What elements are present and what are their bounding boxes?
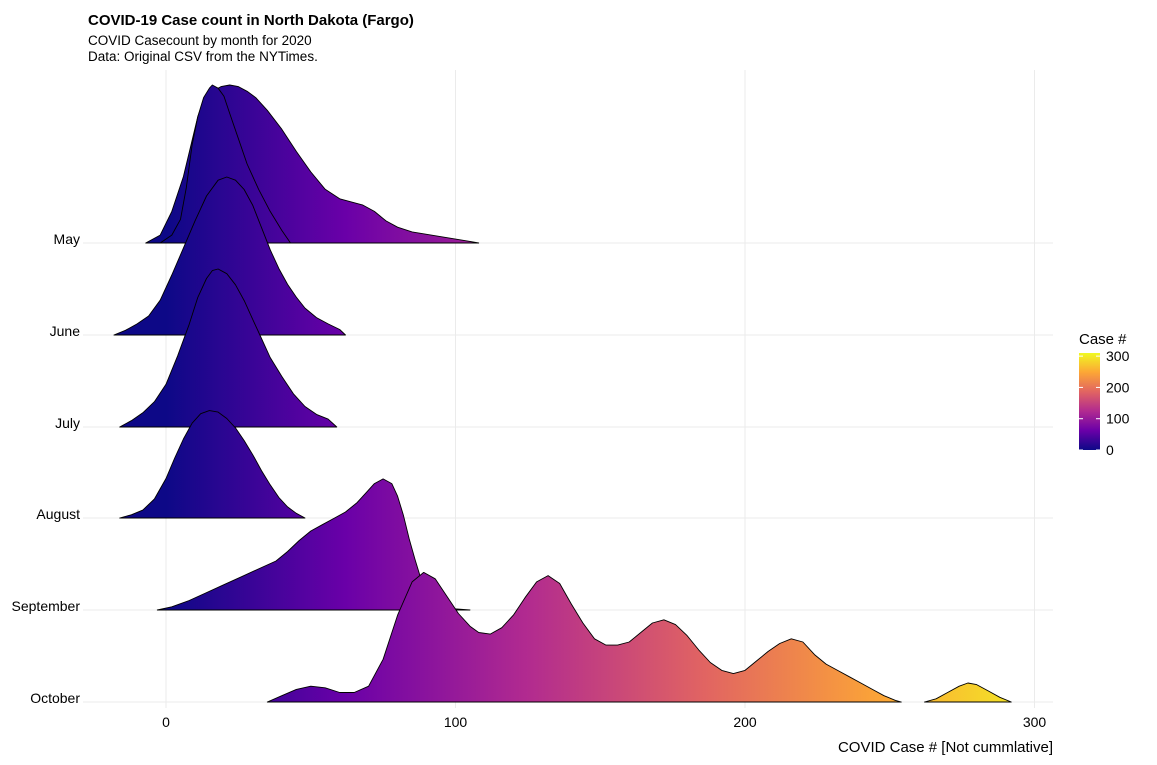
y-axis-labels: May June July August September October (12, 231, 81, 706)
ridge-july-3 (119, 268, 338, 428)
legend-title: Case # (1079, 331, 1127, 348)
x-tick-label: 100 (444, 714, 468, 730)
ridge-october-7 (924, 682, 1012, 703)
ridges-layer (113, 84, 1012, 703)
legend-tick-label: 0 (1106, 442, 1114, 458)
y-tick-label-september: September (12, 598, 81, 614)
legend-tick-label: 100 (1106, 411, 1130, 427)
ridge-june-2 (113, 176, 346, 336)
y-tick-label-july: July (55, 415, 80, 431)
legend-tick-label: 200 (1106, 379, 1130, 395)
x-axis-labels: 0 100 200 300 (162, 714, 1046, 730)
x-axis-title: COVID Case # [Not cummlative] (838, 739, 1053, 756)
chart-subtitle-line-2: Data: Original CSV from the NYTimes. (88, 49, 318, 64)
y-tick-label-october: October (30, 690, 80, 706)
legend-ticks: 300 200 100 0 (1079, 348, 1130, 458)
ridge-august-4 (119, 410, 306, 519)
color-legend: Case # 300 200 100 0 (1079, 331, 1130, 458)
chart-subtitle-line-1: COVID Casecount by month for 2020 (88, 33, 312, 48)
x-tick-label: 0 (162, 714, 170, 730)
legend-tick-label: 300 (1106, 348, 1130, 364)
x-tick-label: 300 (1023, 714, 1047, 730)
ridge-october-6 (266, 571, 902, 703)
chart-title: COVID-19 Case count in North Dakota (Far… (88, 12, 414, 29)
legend-colorbar (1079, 353, 1100, 450)
y-tick-label-august: August (36, 506, 80, 522)
ridge-may-1 (159, 84, 291, 244)
y-tick-label-may: May (54, 231, 80, 247)
x-tick-label: 200 (733, 714, 757, 730)
y-tick-label-june: June (50, 323, 81, 339)
